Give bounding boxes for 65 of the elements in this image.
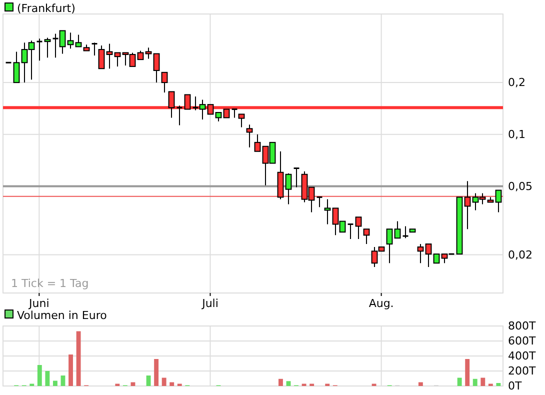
y-tick-label: 400T: [508, 350, 536, 363]
candlestick: [464, 180, 471, 230]
bar: [496, 383, 501, 386]
bar: [76, 331, 81, 386]
bar: [68, 354, 73, 386]
candlestick: [394, 220, 401, 239]
bar: [162, 378, 166, 386]
y-tick-label: 0,1: [508, 128, 526, 141]
candlestick: [44, 37, 51, 58]
candlestick: [145, 47, 152, 60]
y-tick-label: 0T: [508, 380, 522, 393]
y-tick-label: 600T: [508, 334, 536, 348]
candlestick: [316, 196, 323, 208]
bar: [480, 378, 486, 386]
bar: [472, 378, 478, 386]
candlestick: [347, 223, 354, 240]
x-tick-label: Juli: [201, 296, 218, 310]
bar: [465, 359, 470, 386]
candlestick: [246, 124, 253, 148]
chart-title: (Frankfurt): [17, 2, 76, 15]
chart-title: Volumen in Euro: [17, 309, 108, 322]
annotation: 1 Tick = 1 Tag: [11, 277, 89, 290]
candlestick: [363, 228, 370, 245]
bar: [146, 376, 151, 386]
candlestick: [176, 105, 183, 126]
candlestick: [13, 51, 20, 84]
bar: [286, 381, 291, 386]
candlestick: [114, 52, 121, 67]
bar: [45, 371, 50, 386]
candlestick: [153, 53, 160, 84]
candlestick: [324, 198, 331, 225]
candlestick: [495, 190, 502, 213]
bar: [130, 382, 136, 386]
candlestick: [67, 32, 74, 50]
candlestick: [293, 167, 300, 188]
candlestick: [355, 216, 362, 240]
bar: [278, 378, 283, 386]
bar: [170, 382, 174, 386]
candlestick: [285, 172, 292, 205]
y-tick-label: 0,02: [508, 248, 532, 262]
bar: [457, 378, 462, 386]
candlestick: [425, 244, 432, 268]
bar: [418, 382, 423, 386]
x-tick-label: Juni: [28, 296, 50, 310]
candlestick: [91, 42, 98, 56]
y-tick-label: 800T: [508, 320, 536, 333]
y-tick-label: 0,2: [508, 76, 526, 90]
bar: [60, 376, 66, 386]
y-tick-label: 0,05: [508, 180, 532, 193]
y-tick-label: 200T: [508, 364, 536, 378]
bar: [154, 359, 159, 386]
candlestick: [238, 114, 245, 128]
candlestick: [386, 228, 393, 264]
x-tick-label: Aug.: [368, 296, 394, 310]
candlestick: [433, 254, 440, 264]
candlestick: [75, 34, 82, 48]
candlestick: [161, 72, 168, 94]
candlestick: [417, 244, 424, 264]
bar: [52, 380, 58, 386]
candlestick: [98, 45, 105, 70]
bar: [37, 365, 42, 386]
candlestick: [36, 38, 43, 62]
candlestick: [106, 43, 113, 70]
candlestick: [402, 226, 409, 239]
candlestick: [254, 134, 261, 152]
